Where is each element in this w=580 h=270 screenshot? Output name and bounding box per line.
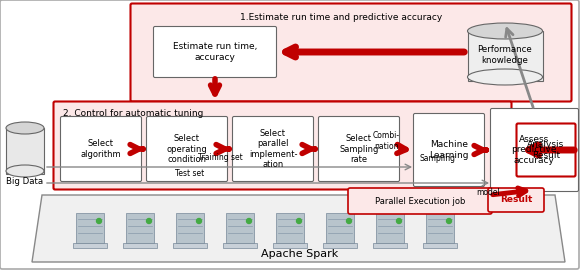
FancyBboxPatch shape [488,188,544,212]
Bar [326,213,354,243]
FancyBboxPatch shape [147,116,227,181]
FancyBboxPatch shape [318,116,400,181]
FancyBboxPatch shape [348,188,492,214]
Bar [126,213,154,243]
Bar [273,243,307,248]
Bar [373,243,407,248]
Circle shape [147,218,151,224]
FancyBboxPatch shape [491,109,578,191]
Text: Select
Sampling
rate: Select Sampling rate [339,134,379,164]
Bar [123,243,157,248]
Circle shape [246,218,252,224]
Ellipse shape [6,165,44,177]
Bar [6,128,44,174]
Bar [276,213,304,243]
Text: model: model [476,188,500,197]
Text: Sampling: Sampling [420,154,456,163]
Circle shape [397,218,401,224]
Ellipse shape [467,23,542,39]
Circle shape [296,218,302,224]
Circle shape [346,218,351,224]
FancyBboxPatch shape [414,113,484,187]
Bar [376,213,404,243]
Text: Big Data: Big Data [6,177,44,186]
Ellipse shape [467,69,542,85]
Bar [173,243,207,248]
Text: Test set: Test set [175,169,205,178]
FancyBboxPatch shape [60,116,142,181]
Bar [223,243,257,248]
Text: Training set: Training set [198,153,242,162]
Circle shape [197,218,201,224]
Polygon shape [32,195,565,262]
Ellipse shape [6,122,44,134]
Text: Analysis
Result: Analysis Result [527,140,564,160]
FancyBboxPatch shape [130,4,571,102]
Text: Assess
predictive
accuracy: Assess predictive accuracy [511,135,557,165]
Text: 2. Control for automatic tuning: 2. Control for automatic tuning [63,109,204,118]
Text: Parallel Execution job: Parallel Execution job [375,197,465,205]
FancyBboxPatch shape [154,26,277,77]
Text: Combi-
nation: Combi- nation [373,131,400,151]
Circle shape [447,218,451,224]
FancyBboxPatch shape [517,123,575,177]
FancyBboxPatch shape [233,116,314,181]
Bar [423,243,457,248]
Text: Result: Result [500,195,532,204]
FancyBboxPatch shape [53,102,512,190]
Text: Select
operating
condition: Select operating condition [166,134,208,164]
Bar [323,243,357,248]
Circle shape [96,218,101,224]
Text: Estimate run time,
accuracy: Estimate run time, accuracy [173,42,257,62]
Bar [426,213,454,243]
Text: Select
algorithm: Select algorithm [81,139,121,159]
Text: Apache Spark: Apache Spark [262,249,339,259]
Text: Machine
Learning: Machine Learning [429,140,469,160]
Text: 1.Estimate run time and predictive accuracy: 1.Estimate run time and predictive accur… [240,13,442,22]
Bar [226,213,254,243]
Bar [176,213,204,243]
Bar [73,243,107,248]
Bar [467,31,542,81]
Text: Select
parallel
implement-
ation: Select parallel implement- ation [249,129,297,169]
Text: Performance
knowledge: Performance knowledge [477,45,532,65]
Bar [76,213,104,243]
